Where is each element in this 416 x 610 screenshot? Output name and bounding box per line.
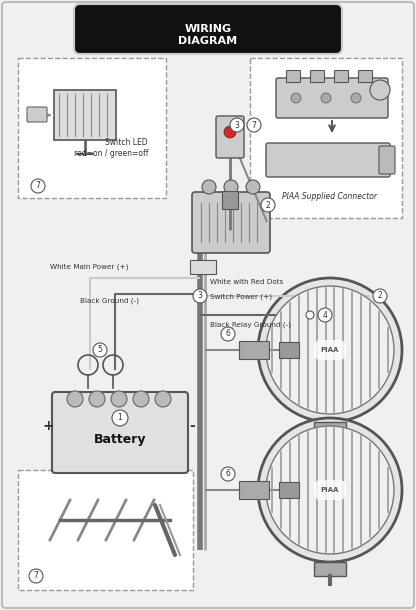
- Bar: [286, 70, 300, 82]
- Text: White with Red Dots: White with Red Dots: [210, 279, 283, 285]
- Circle shape: [318, 308, 332, 322]
- Text: Black Relay Ground (-): Black Relay Ground (-): [210, 322, 291, 329]
- Circle shape: [221, 327, 235, 341]
- FancyBboxPatch shape: [276, 78, 388, 118]
- Circle shape: [351, 93, 361, 103]
- FancyBboxPatch shape: [379, 146, 395, 174]
- FancyBboxPatch shape: [222, 191, 238, 209]
- FancyBboxPatch shape: [192, 192, 270, 253]
- Circle shape: [112, 410, 128, 426]
- FancyBboxPatch shape: [52, 392, 188, 473]
- Circle shape: [224, 180, 238, 194]
- Text: PIAA: PIAA: [321, 487, 339, 493]
- Circle shape: [247, 118, 261, 132]
- Bar: [314, 562, 346, 576]
- Circle shape: [321, 93, 331, 103]
- Text: Switch LED
red=on / green=off: Switch LED red=on / green=off: [74, 138, 148, 159]
- Text: 4: 4: [322, 310, 327, 320]
- Bar: [18, 470, 193, 590]
- Circle shape: [306, 311, 314, 319]
- FancyBboxPatch shape: [239, 341, 269, 359]
- Circle shape: [261, 198, 275, 212]
- Circle shape: [193, 289, 207, 303]
- Text: 6: 6: [225, 329, 230, 339]
- Bar: [314, 422, 346, 436]
- Bar: [18, 58, 166, 198]
- Bar: [334, 70, 348, 82]
- FancyBboxPatch shape: [216, 116, 244, 158]
- Text: 1: 1: [118, 414, 122, 423]
- Circle shape: [258, 418, 402, 562]
- Text: 2: 2: [378, 292, 382, 301]
- Bar: [358, 70, 372, 82]
- Text: Switch Power (+): Switch Power (+): [210, 293, 272, 300]
- Circle shape: [221, 467, 235, 481]
- Circle shape: [202, 180, 216, 194]
- Text: PIAA Supplied Connector: PIAA Supplied Connector: [282, 192, 377, 201]
- Text: -: -: [189, 419, 195, 433]
- Circle shape: [155, 391, 171, 407]
- Text: Battery: Battery: [94, 434, 146, 447]
- Circle shape: [111, 391, 127, 407]
- FancyBboxPatch shape: [279, 342, 299, 358]
- FancyBboxPatch shape: [74, 4, 342, 54]
- Circle shape: [67, 391, 83, 407]
- FancyBboxPatch shape: [266, 143, 390, 177]
- Circle shape: [246, 180, 260, 194]
- Circle shape: [93, 343, 107, 357]
- Circle shape: [230, 118, 244, 132]
- Text: 5: 5: [98, 345, 102, 354]
- Text: WIRING: WIRING: [184, 24, 232, 34]
- Circle shape: [29, 569, 43, 583]
- Text: 2: 2: [266, 201, 270, 209]
- Circle shape: [266, 286, 394, 414]
- Text: PIAA: PIAA: [321, 347, 339, 353]
- Circle shape: [266, 426, 394, 554]
- Text: DIAGRAM: DIAGRAM: [178, 36, 238, 46]
- Text: White Main Power (+): White Main Power (+): [50, 263, 129, 270]
- Text: 7: 7: [34, 572, 38, 581]
- Circle shape: [291, 93, 301, 103]
- Circle shape: [89, 391, 105, 407]
- Text: 6: 6: [225, 470, 230, 478]
- Text: +: +: [43, 419, 54, 433]
- Text: Black Ground (-): Black Ground (-): [80, 297, 139, 304]
- Text: 7: 7: [35, 182, 40, 190]
- FancyBboxPatch shape: [279, 482, 299, 498]
- Circle shape: [224, 126, 236, 138]
- Bar: [54, 90, 116, 140]
- Text: 3: 3: [235, 121, 240, 129]
- Circle shape: [133, 391, 149, 407]
- Bar: [250, 58, 402, 218]
- Text: 7: 7: [252, 121, 256, 129]
- FancyBboxPatch shape: [239, 481, 269, 499]
- Bar: [310, 70, 324, 82]
- Circle shape: [370, 80, 390, 100]
- Text: 3: 3: [198, 292, 203, 301]
- Circle shape: [31, 179, 45, 193]
- Bar: [190, 260, 216, 274]
- Circle shape: [373, 289, 387, 303]
- FancyBboxPatch shape: [27, 107, 47, 122]
- Circle shape: [258, 278, 402, 422]
